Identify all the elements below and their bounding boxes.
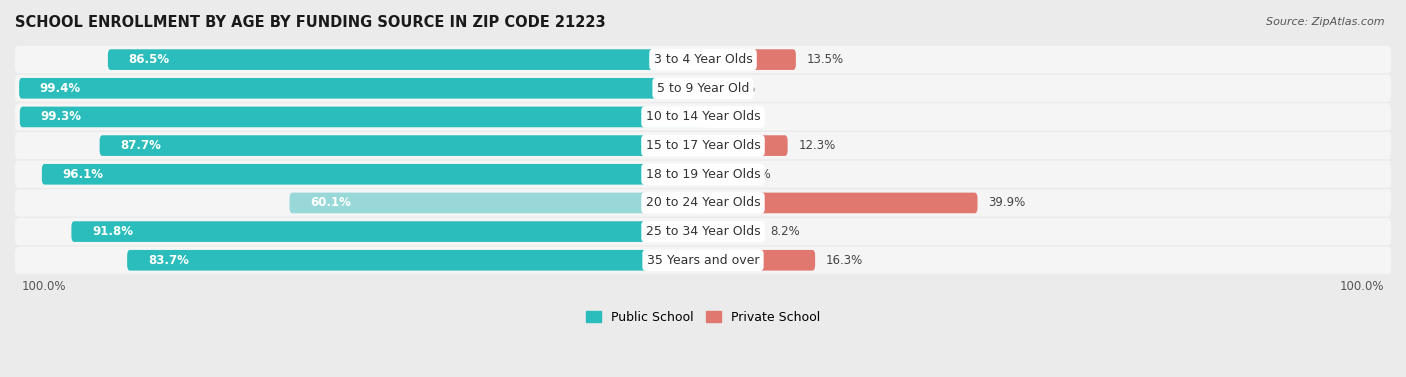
Text: 18 to 19 Year Olds: 18 to 19 Year Olds (645, 168, 761, 181)
Text: 99.4%: 99.4% (39, 82, 82, 95)
Text: 0.69%: 0.69% (718, 110, 756, 123)
Text: 86.5%: 86.5% (128, 53, 170, 66)
Text: 87.7%: 87.7% (121, 139, 162, 152)
FancyBboxPatch shape (703, 49, 796, 70)
Text: 25 to 34 Year Olds: 25 to 34 Year Olds (645, 225, 761, 238)
FancyBboxPatch shape (15, 103, 1391, 130)
FancyBboxPatch shape (703, 164, 730, 185)
FancyBboxPatch shape (100, 135, 703, 156)
FancyBboxPatch shape (703, 107, 707, 127)
Text: 3.9%: 3.9% (741, 168, 770, 181)
Text: 91.8%: 91.8% (91, 225, 134, 238)
Text: 96.1%: 96.1% (62, 168, 104, 181)
Text: Source: ZipAtlas.com: Source: ZipAtlas.com (1267, 17, 1385, 27)
FancyBboxPatch shape (42, 164, 703, 185)
FancyBboxPatch shape (15, 247, 1391, 274)
Text: 100.0%: 100.0% (1340, 280, 1384, 293)
FancyBboxPatch shape (15, 75, 1391, 102)
Text: 15 to 17 Year Olds: 15 to 17 Year Olds (645, 139, 761, 152)
Text: 16.3%: 16.3% (827, 254, 863, 267)
FancyBboxPatch shape (15, 46, 1391, 73)
Text: 0.59%: 0.59% (718, 82, 755, 95)
FancyBboxPatch shape (703, 78, 707, 99)
FancyBboxPatch shape (15, 132, 1391, 159)
Text: 10 to 14 Year Olds: 10 to 14 Year Olds (645, 110, 761, 123)
Text: 13.5%: 13.5% (807, 53, 844, 66)
FancyBboxPatch shape (108, 49, 703, 70)
FancyBboxPatch shape (20, 78, 703, 99)
Text: 35 Years and over: 35 Years and over (647, 254, 759, 267)
Text: 8.2%: 8.2% (770, 225, 800, 238)
Text: 3 to 4 Year Olds: 3 to 4 Year Olds (654, 53, 752, 66)
FancyBboxPatch shape (290, 193, 703, 213)
FancyBboxPatch shape (15, 189, 1391, 216)
FancyBboxPatch shape (703, 221, 759, 242)
FancyBboxPatch shape (72, 221, 703, 242)
Text: 99.3%: 99.3% (41, 110, 82, 123)
Text: 5 to 9 Year Old: 5 to 9 Year Old (657, 82, 749, 95)
FancyBboxPatch shape (703, 135, 787, 156)
Legend: Public School, Private School: Public School, Private School (581, 306, 825, 329)
FancyBboxPatch shape (127, 250, 703, 271)
FancyBboxPatch shape (15, 161, 1391, 188)
Text: 100.0%: 100.0% (22, 280, 66, 293)
FancyBboxPatch shape (20, 107, 703, 127)
Text: SCHOOL ENROLLMENT BY AGE BY FUNDING SOURCE IN ZIP CODE 21223: SCHOOL ENROLLMENT BY AGE BY FUNDING SOUR… (15, 15, 606, 30)
FancyBboxPatch shape (15, 218, 1391, 245)
Text: 83.7%: 83.7% (148, 254, 188, 267)
Text: 12.3%: 12.3% (799, 139, 837, 152)
Text: 60.1%: 60.1% (311, 196, 352, 210)
Text: 39.9%: 39.9% (988, 196, 1026, 210)
FancyBboxPatch shape (703, 193, 977, 213)
FancyBboxPatch shape (703, 250, 815, 271)
Text: 20 to 24 Year Olds: 20 to 24 Year Olds (645, 196, 761, 210)
